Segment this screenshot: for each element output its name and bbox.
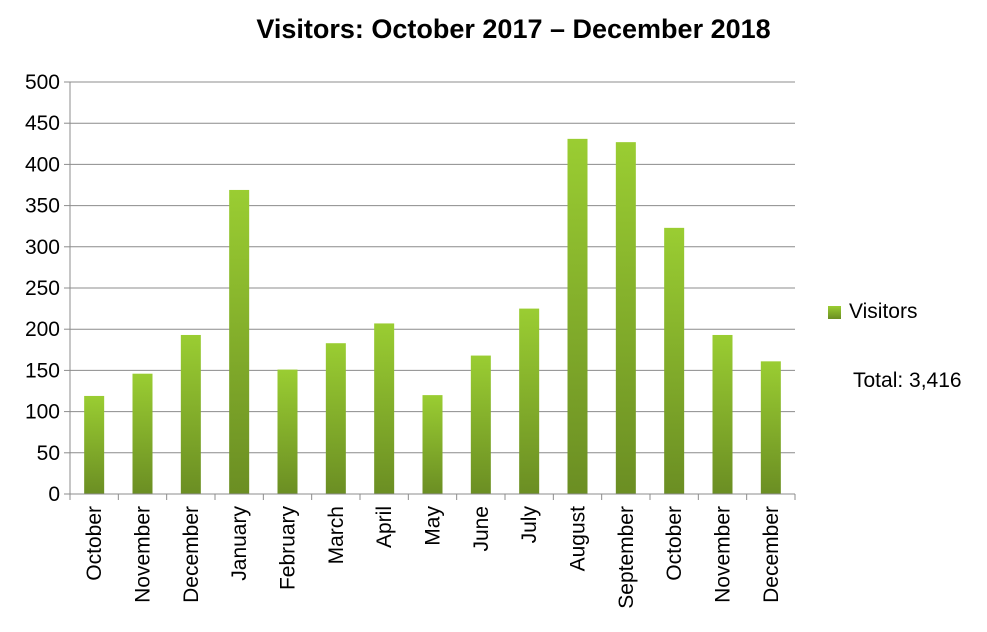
x-tick-label: October: [83, 506, 106, 581]
x-tick-label: June: [470, 506, 493, 552]
bar: [567, 138, 588, 494]
tick-labels: 0 50 100 150 200 250 300 350 400 450 500 October Nov…: [25, 71, 783, 609]
y-tick-label: 50: [37, 442, 60, 465]
x-tick-label: January: [228, 506, 251, 581]
y-tick-label: 100: [25, 401, 60, 424]
bar: [374, 323, 395, 494]
y-tick-label: 150: [25, 359, 60, 382]
x-tick-label: May: [422, 506, 445, 546]
legend-swatch: [828, 305, 841, 319]
bar: [760, 361, 781, 494]
y-tick-label: 450: [25, 112, 60, 135]
x-tick-label: December: [180, 506, 203, 603]
x-tick-label: February: [277, 506, 300, 591]
y-tick-label: 350: [25, 195, 60, 218]
x-tick-label: August: [567, 506, 590, 572]
bar: [325, 343, 346, 494]
x-tick-label: March: [325, 506, 348, 564]
bar: [519, 308, 540, 494]
bar: [132, 373, 153, 494]
bar: [229, 189, 250, 494]
legend: Visitors: [828, 300, 917, 324]
bar: [615, 142, 636, 495]
x-tick-label: July: [518, 506, 541, 544]
x-tick-label: April: [373, 506, 396, 548]
x-tick-label: October: [663, 506, 686, 581]
x-tick-label: December: [760, 506, 783, 603]
bar: [470, 355, 491, 494]
bar: [664, 227, 685, 494]
legend-label: Visitors: [849, 300, 918, 323]
x-tick-label: September: [615, 506, 638, 609]
bar: [84, 395, 105, 494]
bar: [180, 334, 201, 494]
legend-item-visitors: Visitors: [828, 300, 917, 324]
bars: [84, 138, 781, 495]
y-tick-label: 400: [25, 153, 60, 176]
bar: [712, 334, 733, 494]
bar: [422, 395, 443, 494]
y-tick-label: 300: [25, 236, 60, 259]
axes: [64, 81, 796, 500]
y-tick-label: 0: [48, 483, 60, 506]
total-text: Total: 3,416: [853, 369, 962, 392]
y-tick-label: 200: [25, 318, 60, 341]
y-tick-label: 250: [25, 277, 60, 300]
y-tick-label: 500: [25, 71, 60, 94]
x-tick-label: November: [132, 506, 155, 603]
chart-title: Visitors: October 2017 – December 2018: [256, 14, 771, 44]
bar: [277, 369, 298, 494]
x-tick-label: November: [712, 506, 735, 603]
